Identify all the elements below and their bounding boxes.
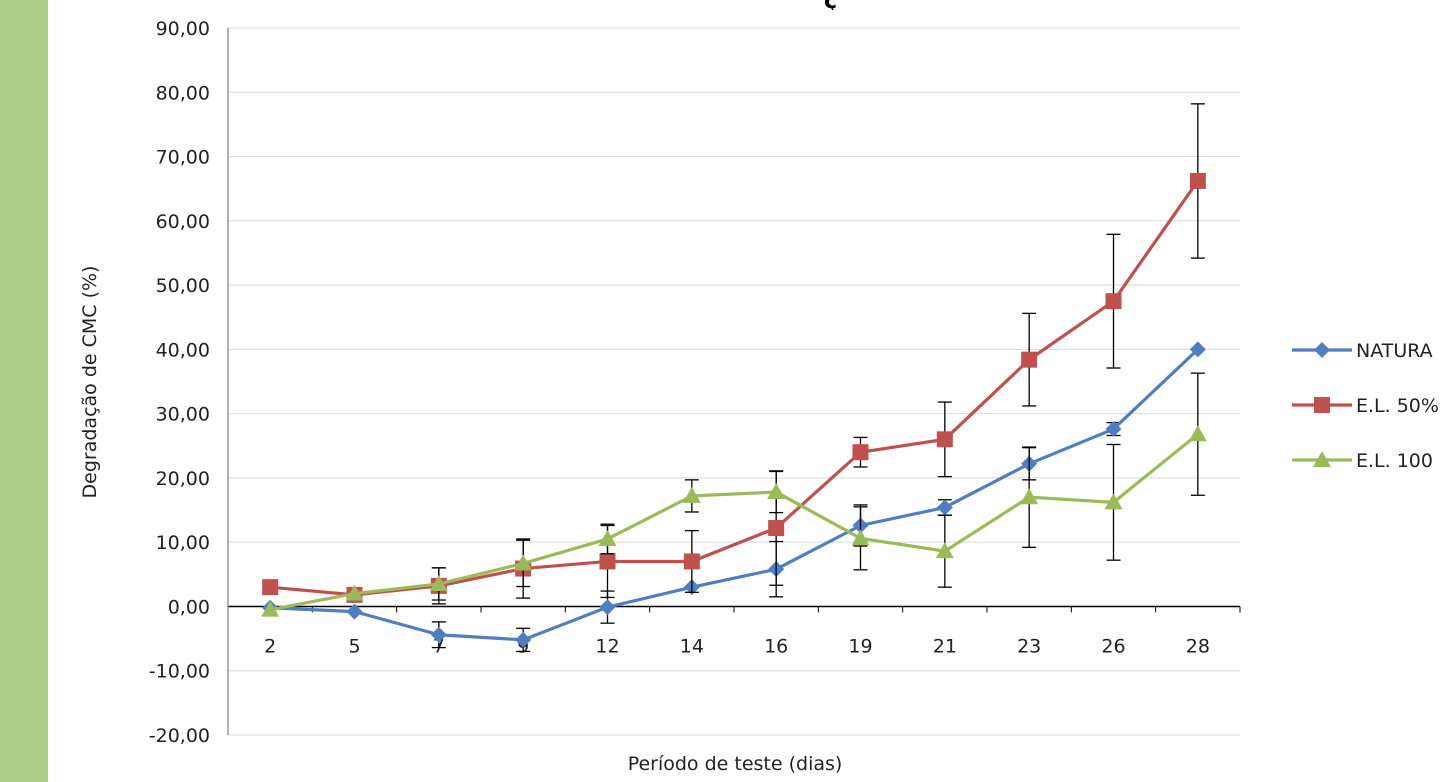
y-tick-label: 70,00 xyxy=(156,147,210,169)
data-point xyxy=(1188,425,1207,442)
x-tick-label: 28 xyxy=(1186,635,1210,657)
data-point xyxy=(1020,488,1039,505)
legend-marker xyxy=(1313,451,1331,467)
gridlines xyxy=(228,27,1240,736)
x-tick-label: 26 xyxy=(1101,635,1125,657)
x-axis-title: Período de teste (dias) xyxy=(628,753,843,775)
x-tick-label: 19 xyxy=(848,635,872,657)
data-point xyxy=(599,553,616,570)
data-point xyxy=(514,554,533,571)
y-tick-label: 30,00 xyxy=(156,404,210,426)
x-tick-label: 12 xyxy=(595,635,619,657)
data-point xyxy=(262,579,279,596)
series-e-l-100 xyxy=(261,372,1207,617)
y-tick-label: 40,00 xyxy=(156,339,210,361)
data-point xyxy=(768,520,785,537)
y-tick-labels: 90,00 80,00 70,00 60,00 50,00 40,00 30,00 20,00… xyxy=(149,18,210,747)
y-tick-label: 20,00 xyxy=(156,468,210,490)
legend-label: NATURA xyxy=(1356,340,1433,362)
data-point xyxy=(1189,172,1206,189)
series-line xyxy=(270,348,1199,642)
data-point xyxy=(767,483,786,500)
legend-marker xyxy=(1314,342,1330,358)
legend-label: E.L. 50% xyxy=(1356,395,1439,417)
data-point xyxy=(935,542,954,559)
series-e-l-50 xyxy=(262,103,1206,605)
x-tick-label: 21 xyxy=(933,635,957,657)
x-tick-label: 23 xyxy=(1017,635,1041,657)
data-point xyxy=(1104,493,1123,510)
data-point xyxy=(852,444,869,461)
y-tick-label: 90,00 xyxy=(156,18,210,40)
data-point xyxy=(936,499,953,516)
data-point xyxy=(683,553,700,570)
data-point xyxy=(599,599,616,616)
y-tick-label: 60,00 xyxy=(156,211,210,233)
y-tick-label: 50,00 xyxy=(156,275,210,297)
legend-marker xyxy=(1314,397,1330,413)
data-point xyxy=(851,529,870,546)
x-tick-label: 14 xyxy=(680,635,704,657)
series-natura xyxy=(262,341,1206,653)
series-line xyxy=(269,432,1199,612)
x-tick-label: 5 xyxy=(348,635,360,657)
y-tick-label: 0,00 xyxy=(168,596,210,618)
data-point xyxy=(682,486,701,503)
legend-label: E.L. 100 xyxy=(1356,450,1433,472)
data-point xyxy=(515,631,532,648)
data-point xyxy=(1021,351,1038,368)
data-point xyxy=(429,574,448,591)
data-point xyxy=(345,584,364,601)
y-tick-label: -20,00 xyxy=(149,725,210,747)
x-tick-label: 16 xyxy=(764,635,788,657)
x-tick-label: 2 xyxy=(264,635,276,657)
data-point xyxy=(598,529,617,546)
y-tick-label: -10,00 xyxy=(149,661,210,683)
series-line xyxy=(270,180,1200,597)
data-point xyxy=(261,600,280,617)
data-point xyxy=(1105,421,1122,438)
data-point xyxy=(346,603,363,620)
data-point xyxy=(1189,341,1206,358)
y-tick-label: 10,00 xyxy=(156,532,210,554)
series xyxy=(261,103,1207,653)
legend: NATURA E.L. 50% E.L. 100 xyxy=(1292,340,1439,472)
axes xyxy=(227,28,1241,735)
y-axis-title: Degradação de CMC (%) xyxy=(79,266,101,499)
data-point xyxy=(1105,293,1122,310)
left-decorative-band xyxy=(0,0,48,782)
x-tick-labels: 25791214161921232628 xyxy=(264,635,1210,657)
data-point xyxy=(430,626,447,643)
y-tick-label: 80,00 xyxy=(156,82,210,104)
data-point xyxy=(936,431,953,448)
cropped-title-fragment: ç xyxy=(824,0,864,10)
